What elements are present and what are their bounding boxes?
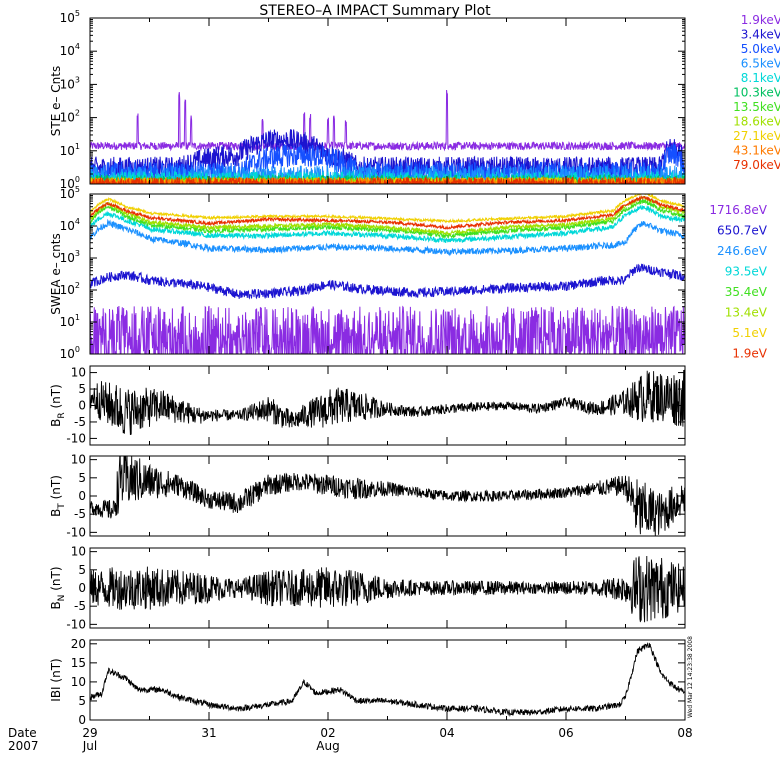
y-tick-label-ste-5: 105: [60, 9, 80, 25]
y-tick-label-br--10: -10: [66, 431, 86, 445]
legend-entry-swea-3: 93.5eV: [725, 265, 768, 279]
timestamp-stamp: Wed Mar 12 14:23:38 2008: [687, 636, 694, 718]
x-tick-label-month-2: Aug: [316, 739, 339, 753]
series-line-swea-2466eV: [90, 218, 685, 257]
x-tick-label-day-5: 08: [677, 726, 692, 740]
x-tick-label-month-0: Jul: [82, 739, 97, 753]
series-line-swea-6507eV: [90, 263, 685, 300]
y-tick-label-bt-10: 10: [71, 453, 86, 467]
y-tick-label-babs-20: 20: [71, 637, 86, 651]
y-tick-label-ste-3: 103: [60, 75, 80, 91]
legend-entry-swea-6: 5.1eV: [732, 326, 767, 340]
x-tick-label-day-1: 31: [201, 726, 216, 740]
series-line-bn-b: [90, 555, 685, 623]
y-tick-label-babs-5: 5: [78, 694, 86, 708]
y-tick-label-bn-10: 10: [71, 545, 86, 559]
y-tick-label-bn--10: -10: [66, 617, 86, 631]
series-line-br-b: [90, 369, 685, 436]
series-line-swea-51eV: [90, 194, 685, 224]
legend-entry-ste-2: 5.0keV: [741, 42, 780, 56]
y-tick-label-ste-2: 102: [60, 109, 80, 125]
y-tick-label-babs-10: 10: [71, 675, 86, 689]
series-line-swea-17168eV: [90, 305, 685, 354]
legend-entry-ste-7: 18.6keV: [733, 115, 780, 129]
legend-entry-swea-4: 35.4eV: [725, 285, 768, 299]
series-line-ste-19keV: [90, 89, 685, 152]
x-axis-label-line-1: 2007: [8, 739, 39, 753]
series-line-swea-19eV: [90, 195, 685, 230]
y-tick-label-ste-1: 101: [60, 142, 80, 158]
y-axis-label-bt: BT (nT): [49, 475, 67, 517]
y-tick-label-swea-4: 104: [60, 217, 80, 233]
y-tick-label-bn-0: 0: [78, 581, 86, 595]
x-tick-label-day-0: 29: [82, 726, 97, 740]
y-axis-label-bn: BN (nT): [49, 566, 67, 609]
legend-entry-ste-3: 6.5keV: [741, 57, 780, 71]
y-tick-label-bt--5: -5: [74, 507, 86, 521]
y-tick-label-babs-0: 0: [78, 713, 86, 727]
legend-entry-ste-4: 8.1keV: [741, 71, 780, 85]
y-tick-label-br--5: -5: [74, 415, 86, 429]
y-tick-label-ste-0: 100: [60, 175, 80, 191]
y-axis-label-ste: STE e– Cnts: [49, 66, 63, 136]
chart-title: STEREO–A IMPACT Summary Plot: [259, 3, 491, 19]
y-tick-label-swea-3: 103: [60, 249, 80, 265]
y-axis-label-swea: SWEA e– cnts: [49, 233, 63, 314]
panel-frame-bt: [89, 455, 686, 537]
y-tick-label-br-10: 10: [71, 366, 86, 380]
x-tick-label-day-3: 04: [439, 726, 454, 740]
y-tick-label-br-0: 0: [78, 399, 86, 413]
series-line-swea-354eV: [90, 198, 685, 240]
series-line-bt-b: [90, 456, 685, 536]
legend-entry-ste-5: 10.3keV: [733, 86, 780, 100]
legend-entry-swea-2: 246.6eV: [717, 244, 768, 258]
y-tick-label-bt-5: 5: [78, 471, 86, 485]
legend-entry-ste-10: 79.0keV: [733, 158, 780, 172]
y-tick-label-bn-5: 5: [78, 563, 86, 577]
legend-entry-ste-8: 27.1keV: [733, 129, 780, 143]
y-tick-label-br-5: 5: [78, 382, 86, 396]
y-tick-label-swea-0: 100: [60, 345, 80, 361]
legend-entry-swea-7: 1.9eV: [732, 347, 767, 361]
legend-entry-swea-1: 650.7eV: [717, 224, 768, 238]
y-axis-label-br: BR (nT): [49, 384, 67, 427]
series-line-swea-935eV: [90, 205, 685, 244]
legend-entry-swea-5: 13.4eV: [725, 306, 768, 320]
legend-entry-ste-9: 43.1keV: [733, 144, 780, 158]
y-tick-label-bt-0: 0: [78, 489, 86, 503]
series-line-babs-b: [90, 641, 685, 717]
y-axis-label-babs: IBI (nT): [49, 658, 63, 701]
y-tick-label-babs-15: 15: [71, 656, 86, 670]
legend-entry-ste-0: 1.9keV: [741, 13, 780, 27]
x-tick-label-day-4: 06: [558, 726, 573, 740]
y-tick-label-swea-2: 102: [60, 281, 80, 297]
x-axis-label-line-0: Date: [8, 726, 37, 740]
y-tick-label-bn--5: -5: [74, 599, 86, 613]
y-tick-label-bt--10: -10: [66, 525, 86, 539]
legend-entry-ste-1: 3.4keV: [741, 28, 780, 42]
series-line-swea-134eV: [90, 195, 685, 236]
y-tick-label-ste-4: 104: [60, 42, 80, 58]
legend-entry-swea-0: 1716.8eV: [709, 203, 767, 217]
legend-entry-ste-6: 13.5keV: [733, 100, 780, 114]
y-tick-label-swea-5: 105: [60, 185, 80, 201]
x-tick-label-day-2: 02: [320, 726, 335, 740]
y-tick-label-swea-1: 101: [60, 313, 80, 329]
